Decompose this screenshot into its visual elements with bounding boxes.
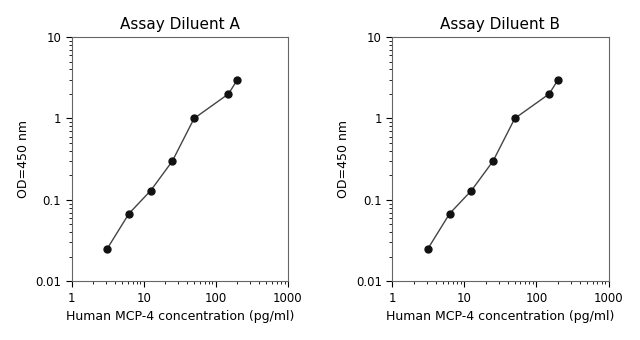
Y-axis label: OD=450 nm: OD=450 nm [337,120,350,198]
Title: Assay Diluent B: Assay Diluent B [440,17,561,32]
X-axis label: Human MCP-4 concentration (pg/ml): Human MCP-4 concentration (pg/ml) [386,310,614,323]
X-axis label: Human MCP-4 concentration (pg/ml): Human MCP-4 concentration (pg/ml) [65,310,294,323]
Y-axis label: OD=450 nm: OD=450 nm [17,120,29,198]
Title: Assay Diluent A: Assay Diluent A [120,17,239,32]
